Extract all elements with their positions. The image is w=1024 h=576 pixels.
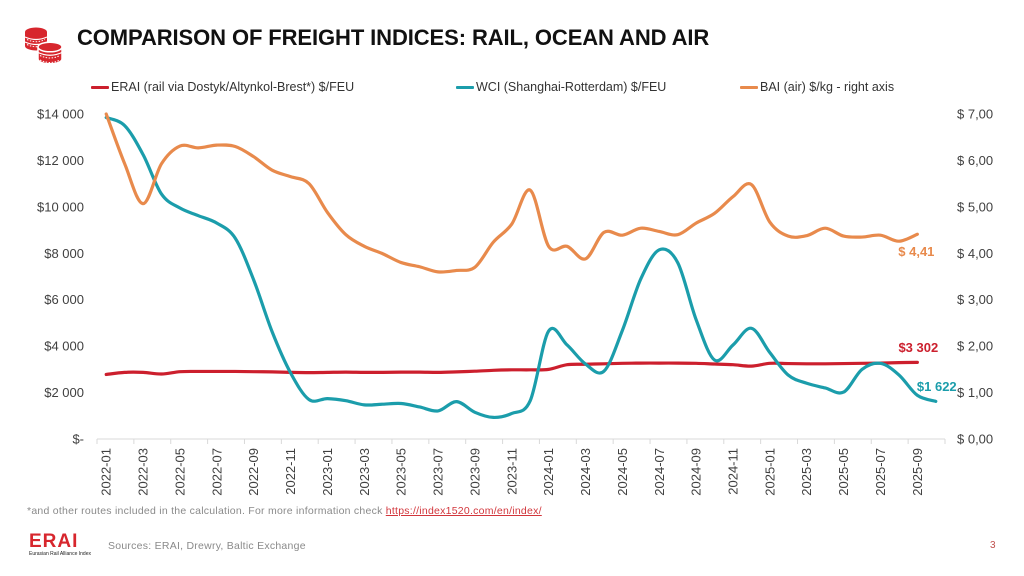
series-line-erai <box>104 360 919 377</box>
x-tick-label: 2022-07 <box>209 448 224 496</box>
end-labels-group: $3 302 $1 622 $ 4,41 <box>898 244 956 394</box>
y-right-tick-label: $ 0,00 <box>957 432 993 447</box>
y-left-tick-label: $8 000 <box>44 246 84 261</box>
series-line-wci <box>104 115 938 420</box>
y-left-tick-label: $12 000 <box>37 153 84 168</box>
x-tick-label: 2023-09 <box>467 448 482 496</box>
x-tick-label: 2023-05 <box>394 448 409 496</box>
erai-logo-text: ERAI <box>29 531 79 552</box>
y-left-tick-label: $10 000 <box>37 199 84 214</box>
footnote-link[interactable]: https://index1520.com/en/index/ <box>385 505 542 517</box>
series-line-bai <box>104 112 919 274</box>
end-label-erai: $3 302 <box>898 340 938 355</box>
sources-text: Sources: ERAI, Drewry, Baltic Exchange <box>108 540 306 552</box>
y-right-tick-label: $ 2,00 <box>957 339 993 354</box>
y-right-tick-label: $ 7,00 <box>957 107 993 122</box>
x-tick-label: 2025-07 <box>873 448 888 496</box>
x-tick-label: 2025-01 <box>762 448 777 496</box>
x-tick-label: 2022-09 <box>246 448 261 496</box>
x-tick-label: 2025-09 <box>910 448 925 496</box>
page-title: COMPARISON OF FREIGHT INDICES: RAIL, OCE… <box>77 25 710 50</box>
x-tick-label: 2024-07 <box>652 448 667 496</box>
axes-group: 2022-01 2022-03 2022-05 2022-07 2022-09 2022-… <box>37 107 993 496</box>
legend-label-erai: ERAI (rail via Dostyk/Altynkol-Brest*) $… <box>111 80 355 94</box>
x-tick-label: 2023-01 <box>320 448 335 496</box>
x-tick-label: 2022-05 <box>172 448 187 496</box>
y-left-tick-label: $- <box>72 432 84 447</box>
end-label-bai: $ 4,41 <box>898 244 934 259</box>
y-right-tick-label: $ 6,00 <box>957 153 993 168</box>
legend-item-bai[interactable]: BAI (air) $/kg - right axis <box>740 79 894 95</box>
y-left-tick-label: $4 000 <box>44 339 84 354</box>
y-left-tick-label: $14 000 <box>37 107 84 122</box>
y-left-tick-label: $6 000 <box>44 292 84 307</box>
y-left-tick-label: $2 000 <box>44 385 84 400</box>
x-tick-label: 2024-01 <box>541 448 556 496</box>
legend-swatch-erai <box>91 85 109 89</box>
x-tick-label: 2023-07 <box>431 448 446 496</box>
legend-item-erai[interactable]: ERAI (rail via Dostyk/Altynkol-Brest*) $… <box>91 79 354 95</box>
x-tick-label: 2022-01 <box>99 448 114 496</box>
y-right-tick-label: $ 1,00 <box>957 385 993 400</box>
x-tick-label: 2025-03 <box>799 448 814 496</box>
y-right-tick-label: $ 4,00 <box>957 246 993 261</box>
footnote-text: *and other routes included in the calcul… <box>27 505 386 517</box>
legend-swatch-wci <box>456 85 474 89</box>
x-tick-label: 2022-11 <box>283 448 298 495</box>
y-right-tick-label: $ 3,00 <box>957 292 993 307</box>
x-tick-label: 2024-03 <box>578 448 593 496</box>
x-tick-label: 2023-11 <box>504 448 519 495</box>
x-tick-label: 2023-03 <box>357 448 372 496</box>
legend-item-wci[interactable]: WCI (Shanghai-Rotterdam) $/FEU <box>456 79 666 95</box>
erai-logo-subtitle: Eurasian Rail Alliance Index <box>29 551 91 557</box>
x-tick-label: 2022-03 <box>136 448 151 496</box>
x-tick-label: 2025-05 <box>836 448 851 496</box>
x-tick-label: 2024-05 <box>615 448 630 496</box>
x-tick-label: 2024-11 <box>726 448 741 495</box>
legend-swatch-bai <box>740 85 758 89</box>
erai-logo: ERAI Eurasian Rail Alliance Index <box>29 531 99 557</box>
series-lines-group <box>104 112 938 420</box>
y-right-tick-label: $ 5,00 <box>957 199 993 214</box>
coins-stack-icon <box>24 27 63 65</box>
legend-label-bai: BAI (air) $/kg - right axis <box>760 80 895 94</box>
legend-label-wci: WCI (Shanghai-Rotterdam) $/FEU <box>476 80 667 94</box>
page-number: 3 <box>990 540 996 551</box>
x-tick-label: 2024-09 <box>689 448 704 496</box>
footnote: *and other routes included in the calcul… <box>27 505 542 517</box>
end-label-wci: $1 622 <box>917 379 957 394</box>
